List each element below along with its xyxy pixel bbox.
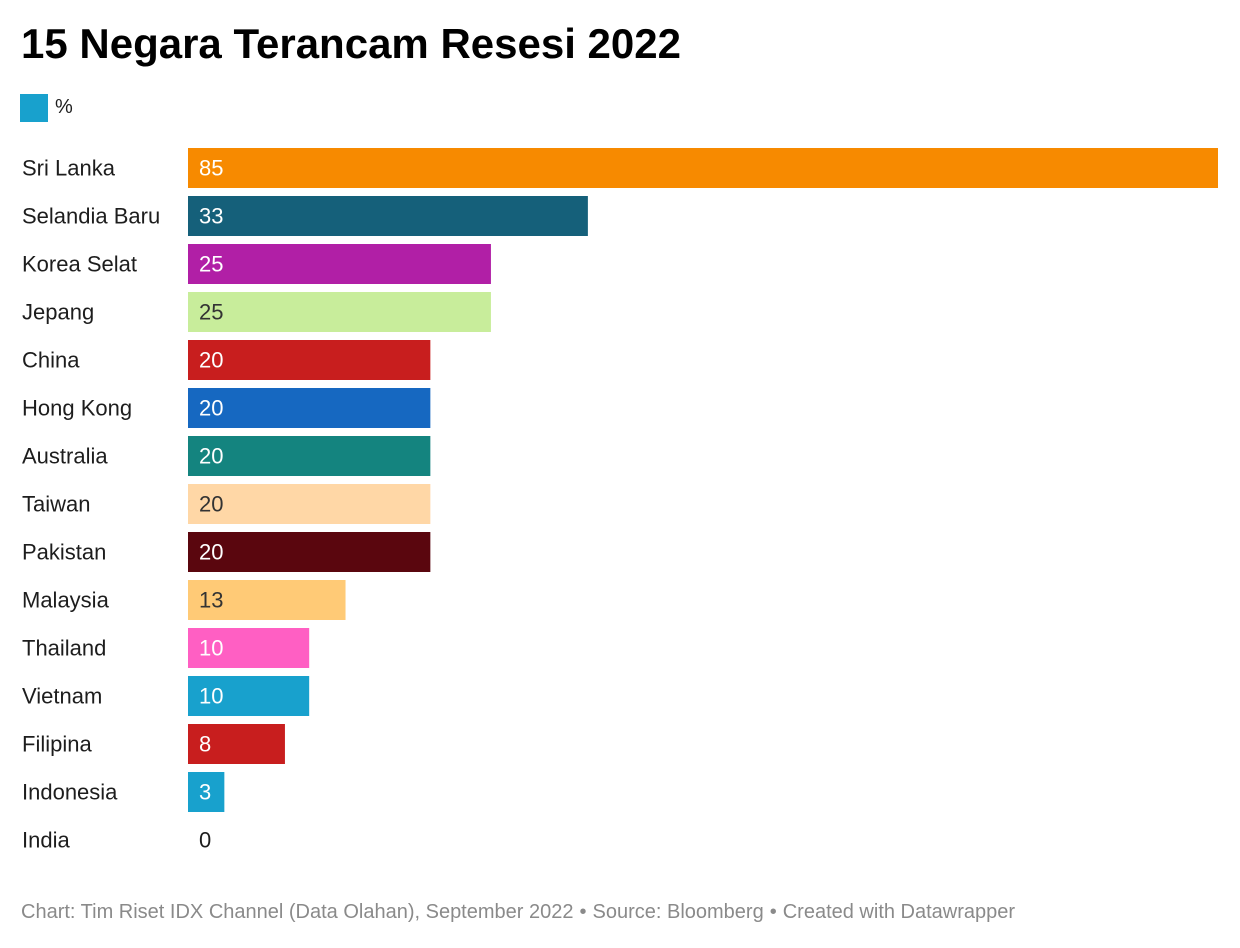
legend-label: %: [55, 96, 73, 118]
footer-source: Source: Bloomberg: [592, 901, 764, 923]
chart-title: 15 Negara Terancam Resesi 2022: [21, 20, 681, 67]
value-label: 10: [199, 636, 223, 661]
bar: [188, 532, 431, 572]
value-label: 33: [199, 204, 223, 229]
category-label: Australia: [22, 444, 108, 469]
value-label: 25: [199, 252, 223, 277]
bar: [188, 484, 431, 524]
footer-created-with: Created with Datawrapper: [782, 901, 1016, 923]
chart-footer: Chart: Tim Riset IDX Channel (Data Olaha…: [21, 898, 1015, 926]
footer-credit: Chart: Tim Riset IDX Channel (Data Olaha…: [21, 901, 574, 923]
category-label: Filipina: [22, 732, 92, 757]
value-label: 10: [199, 684, 223, 709]
category-label: Selandia Baru: [22, 204, 160, 229]
bar: [188, 244, 491, 284]
category-label: Korea Selat: [22, 252, 137, 277]
category-label: Vietnam: [22, 684, 102, 709]
value-label: 0: [199, 828, 211, 853]
category-label: Taiwan: [22, 492, 90, 517]
value-label: 20: [199, 540, 223, 565]
footer-separator: •: [579, 901, 587, 923]
bar: [188, 388, 431, 428]
value-label: 25: [199, 300, 223, 325]
value-label: 8: [199, 732, 211, 757]
value-label: 20: [199, 492, 223, 517]
bar: [188, 340, 431, 380]
bar: [188, 292, 491, 332]
category-label: China: [22, 348, 80, 373]
category-label: India: [22, 828, 70, 853]
bar: [188, 676, 310, 716]
bar: [188, 724, 285, 764]
value-label: 85: [199, 156, 223, 181]
bar: [188, 772, 225, 812]
value-label: 20: [199, 348, 223, 373]
bar: [188, 580, 346, 620]
value-label: 3: [199, 780, 211, 805]
bar: [188, 628, 310, 668]
category-label: Malaysia: [22, 588, 110, 613]
category-label: Thailand: [22, 636, 106, 661]
value-label: 20: [199, 396, 223, 421]
category-label: Hong Kong: [22, 396, 132, 421]
bar: [188, 436, 431, 476]
category-label: Pakistan: [22, 540, 106, 565]
legend-swatch: [20, 93, 48, 122]
value-label: 13: [199, 588, 223, 613]
legend: %: [20, 93, 73, 122]
bar: [188, 148, 1218, 188]
footer-separator: •: [769, 901, 777, 923]
category-label: Sri Lanka: [22, 156, 116, 181]
category-label: Jepang: [22, 300, 94, 325]
category-label: Indonesia: [22, 780, 118, 805]
bar: [188, 196, 588, 236]
value-label: 20: [199, 444, 223, 469]
